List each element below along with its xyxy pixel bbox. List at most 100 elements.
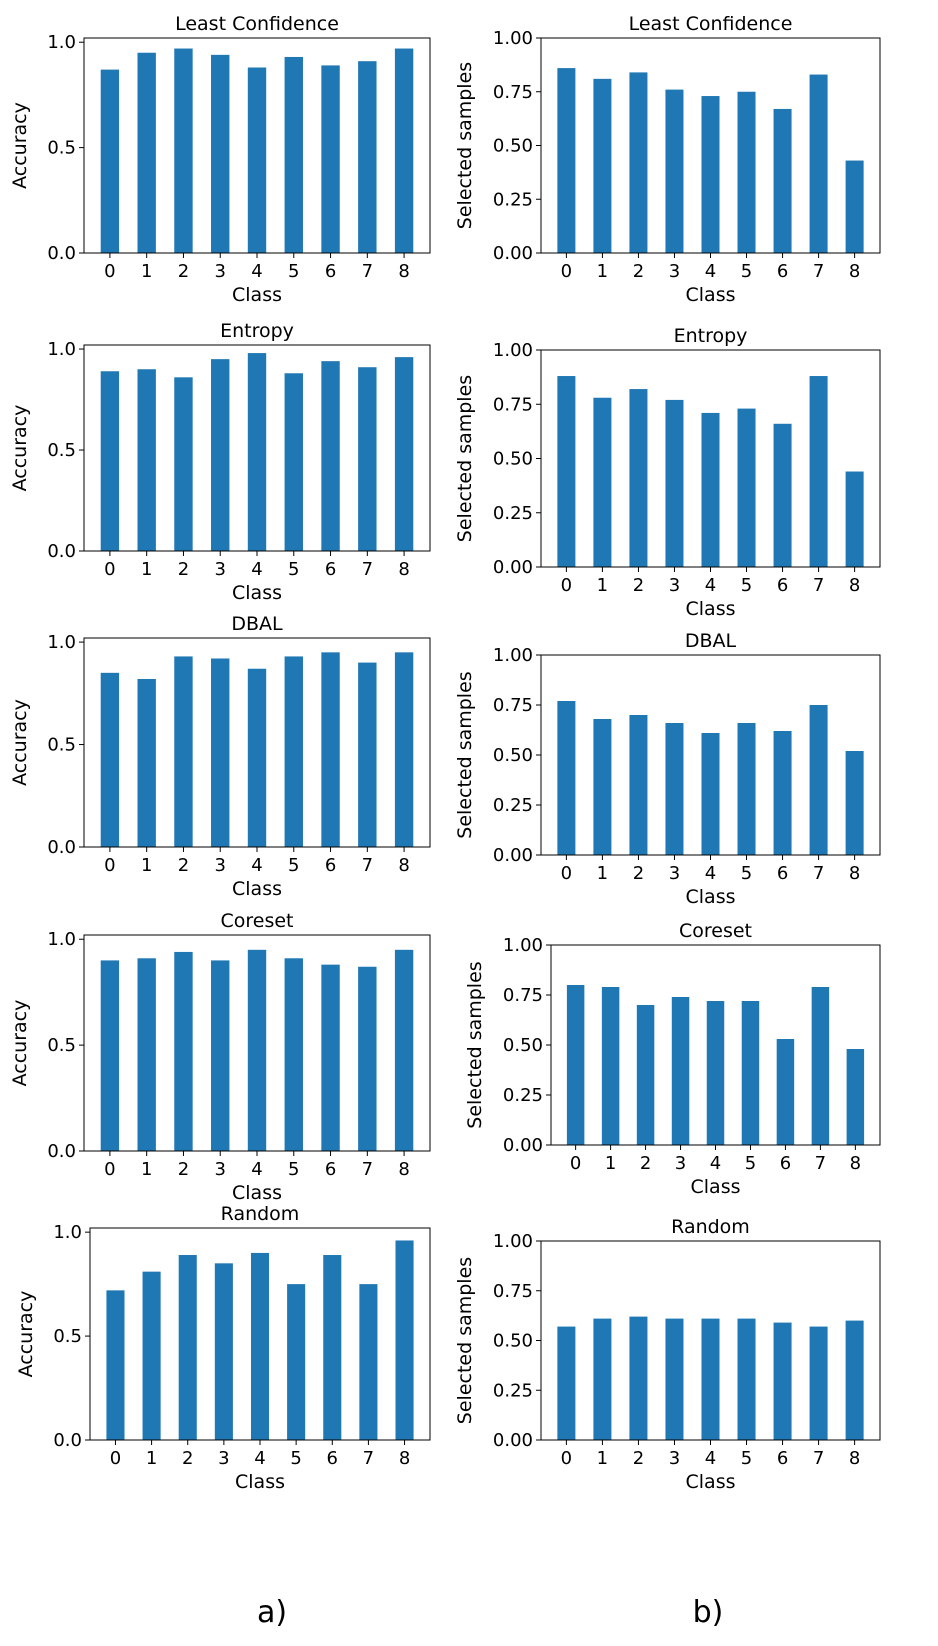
y-tick-label: 0.00 (493, 845, 533, 866)
bar-class-7 (358, 662, 377, 847)
bar-class-2 (636, 1005, 655, 1145)
x-tick-label: 7 (363, 1448, 374, 1469)
x-tick-label: 2 (633, 575, 644, 596)
subplot-title: Coreset (220, 910, 293, 932)
bar-class-5 (287, 1284, 306, 1440)
x-axis-label: Class (232, 284, 282, 306)
y-axis-label: Selected samples (454, 671, 476, 838)
bar-class-8 (845, 471, 864, 567)
x-tick-label: 5 (290, 1448, 301, 1469)
bar-class-4 (701, 412, 720, 567)
bar-class-7 (811, 987, 830, 1145)
bar-class-5 (737, 723, 756, 855)
y-tick-label: 1.00 (493, 1231, 533, 1252)
x-tick-label: 7 (813, 575, 824, 596)
bar-class-2 (174, 48, 193, 253)
x-tick-label: 4 (710, 1153, 721, 1174)
x-tick-label: 3 (218, 1448, 229, 1469)
bar-class-3 (671, 997, 690, 1145)
y-tick-label: 0.5 (47, 440, 76, 461)
bar-class-2 (629, 1316, 648, 1440)
y-tick-label: 0.0 (47, 1141, 76, 1162)
bar-class-1 (137, 678, 156, 847)
x-tick-label: 6 (325, 559, 336, 580)
x-tick-label: 4 (705, 1448, 716, 1469)
y-axis-label: Accuracy (9, 102, 31, 189)
x-tick-label: 6 (325, 1159, 336, 1180)
x-tick-label: 8 (849, 575, 860, 596)
bar-class-0 (106, 1290, 125, 1440)
x-tick-label: 8 (398, 559, 409, 580)
bar-class-7 (358, 367, 377, 551)
subplot-title: Coreset (679, 920, 752, 942)
y-tick-label: 0.25 (493, 189, 533, 210)
y-tick-label: 1.0 (53, 1222, 82, 1243)
x-tick-label: 8 (399, 1448, 410, 1469)
bar-class-0 (566, 985, 585, 1145)
y-tick-label: 1.0 (47, 632, 76, 653)
x-tick-label: 3 (215, 261, 226, 282)
x-tick-label: 0 (561, 261, 572, 282)
x-tick-label: 6 (325, 261, 336, 282)
x-tick-label: 1 (141, 855, 152, 876)
bar-class-6 (773, 108, 792, 253)
bar-class-2 (174, 656, 193, 847)
bar-class-8 (394, 357, 414, 551)
subplot-title: Entropy (674, 325, 748, 347)
bar-class-8 (394, 949, 414, 1151)
y-tick-label: 1.00 (493, 340, 533, 361)
y-tick-label: 0.75 (493, 394, 533, 415)
bar-class-1 (593, 1318, 612, 1440)
x-tick-label: 2 (633, 863, 644, 884)
x-tick-label: 3 (669, 1448, 680, 1469)
bar-class-2 (629, 389, 648, 567)
bar-class-5 (737, 408, 756, 567)
x-tick-label: 0 (104, 261, 115, 282)
x-axis-label: Class (232, 1182, 282, 1204)
x-tick-label: 5 (741, 1448, 752, 1469)
y-axis-label: Selected samples (464, 961, 486, 1128)
bar-class-6 (321, 964, 340, 1151)
x-tick-label: 5 (288, 1159, 299, 1180)
x-axis-label: Class (686, 886, 736, 908)
x-tick-label: 0 (561, 575, 572, 596)
x-tick-label: 4 (254, 1448, 265, 1469)
subplot-5: 0 1 2 3 4 5 6 7 8 0.00 0.25 0.50 0.75 1.00 DBAL Class Se… (454, 630, 881, 908)
subplot-title: Least Confidence (175, 13, 339, 35)
y-tick-label: 0.5 (53, 1326, 82, 1347)
bar-class-0 (557, 376, 576, 567)
y-tick-label: 0.0 (53, 1430, 82, 1451)
bar-class-6 (773, 1322, 792, 1440)
bar-class-5 (284, 958, 303, 1151)
x-tick-label: 2 (178, 559, 189, 580)
bar-class-4 (701, 1318, 720, 1440)
x-tick-label: 1 (597, 863, 608, 884)
x-tick-label: 2 (182, 1448, 193, 1469)
bar-class-5 (284, 373, 303, 551)
x-axis-label: Class (686, 1471, 736, 1493)
x-tick-label: 4 (705, 261, 716, 282)
bar-class-8 (845, 751, 864, 855)
axes-frame (540, 654, 881, 856)
y-tick-label: 0.00 (493, 557, 533, 578)
x-tick-label: 8 (398, 855, 409, 876)
subplot-4: 0 1 2 3 4 5 6 7 8 0.0 0.5 1.0 DBAL Class Accuracy (9, 613, 431, 900)
y-tick-label: 1.0 (47, 32, 76, 53)
x-tick-label: 6 (777, 863, 788, 884)
x-tick-label: 7 (362, 1159, 373, 1180)
x-tick-label: 6 (777, 575, 788, 596)
bar-class-0 (100, 672, 120, 847)
y-tick-label: 0.25 (493, 1380, 533, 1401)
x-tick-label: 2 (633, 1448, 644, 1469)
y-tick-label: 0.75 (503, 985, 543, 1006)
x-tick-label: 1 (141, 261, 152, 282)
bar-class-6 (776, 1039, 795, 1145)
x-tick-label: 0 (561, 863, 572, 884)
bar-class-4 (247, 353, 267, 551)
subplot-1: 0 1 2 3 4 5 6 7 8 0.00 0.25 0.50 0.75 1.00 Least Confi… (454, 13, 881, 306)
x-tick-label: 5 (288, 559, 299, 580)
x-tick-label: 1 (597, 261, 608, 282)
bar-class-0 (557, 68, 576, 253)
bar-class-6 (321, 65, 340, 254)
